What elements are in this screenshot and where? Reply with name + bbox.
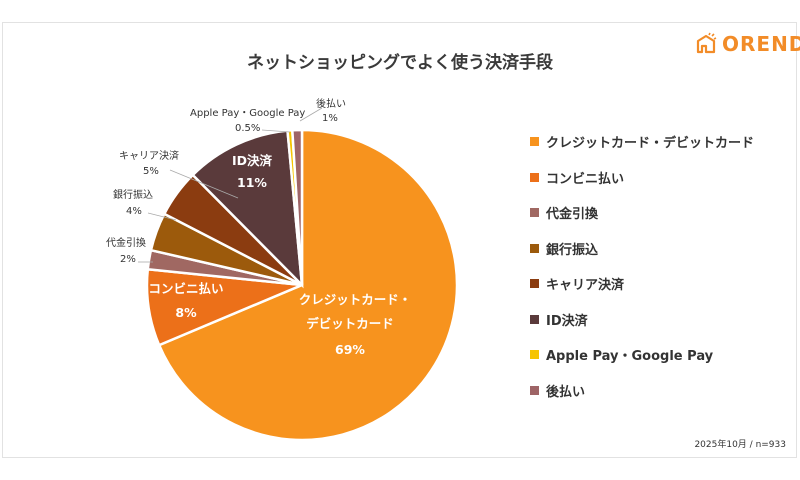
- legend-label: 銀行振込: [546, 242, 599, 258]
- footnote: 2025年10月 / n=933: [694, 440, 786, 450]
- label-bank-name: 銀行振込: [113, 190, 153, 201]
- label-daibiki-name: 代金引換: [106, 238, 146, 249]
- legend-item: キャリア決済: [530, 266, 754, 302]
- label-atobarai-value: 1%: [322, 113, 338, 124]
- label-atobarai-name: 後払い: [316, 99, 346, 110]
- label-id-value: 11%: [237, 175, 267, 190]
- legend-item: クレジットカード・デビットカード: [530, 124, 754, 160]
- legend-label: コンビニ払い: [546, 171, 625, 187]
- legend-swatch: [530, 279, 539, 289]
- label-credit-value: 69%: [335, 342, 365, 357]
- legend: クレジットカード・デビットカード コンビニ払い 代金引換 銀行振込 キャリア決済…: [530, 124, 754, 408]
- label-credit-line2: デビットカード: [306, 316, 394, 331]
- legend-swatch: [530, 137, 539, 147]
- label-daibiki-value: 2%: [120, 254, 136, 265]
- legend-label: Apple Pay・Google Pay: [546, 349, 714, 365]
- legend-label: クレジットカード・デビットカード: [546, 136, 755, 152]
- pie-slice: [157, 128, 459, 442]
- legend-swatch: [530, 172, 539, 182]
- logo-text: OREND: [722, 32, 800, 56]
- legend-item: 後払い: [530, 373, 754, 409]
- orend-logo: OREND: [694, 32, 800, 56]
- legend-swatch: [530, 243, 539, 253]
- label-carrier-value: 5%: [143, 166, 159, 177]
- label-konbini-name: コンビニ払い: [148, 281, 224, 296]
- legend-label: ID決済: [546, 313, 588, 329]
- label-konbini-value: 8%: [175, 305, 197, 320]
- chart-frame: [2, 22, 797, 458]
- label-credit-line1: クレジットカード・: [298, 292, 412, 307]
- leader-line: [261, 129, 291, 133]
- label-id-name: ID決済: [231, 153, 273, 168]
- legend-item: ID決済: [530, 302, 754, 338]
- leader-line: [147, 212, 177, 221]
- legend-item: Apple Pay・Google Pay: [530, 337, 754, 373]
- label-bank-value: 4%: [126, 206, 142, 217]
- chart-title: ネットショッピングでよく使う決済手段: [247, 53, 553, 73]
- legend-swatch: [530, 385, 539, 395]
- legend-swatch: [530, 350, 539, 360]
- legend-label: 代金引換: [546, 207, 599, 223]
- legend-item: 代金引換: [530, 195, 754, 231]
- legend-label: キャリア決済: [546, 278, 625, 294]
- label-carrier-name: キャリア決済: [119, 151, 179, 162]
- label-applepay-name: Apple Pay・Google Pay: [190, 108, 306, 119]
- legend-item: 銀行振込: [530, 231, 754, 267]
- house-logo-icon: [696, 32, 717, 54]
- label-applepay-value: 0.5%: [235, 123, 261, 134]
- legend-item: コンビニ払い: [530, 160, 754, 196]
- legend-swatch: [530, 208, 539, 218]
- legend-swatch: [530, 314, 539, 324]
- leader-line: [169, 169, 239, 199]
- leader-line: [299, 107, 323, 122]
- pie-slice: [290, 128, 304, 286]
- legend-label: 後払い: [546, 384, 586, 400]
